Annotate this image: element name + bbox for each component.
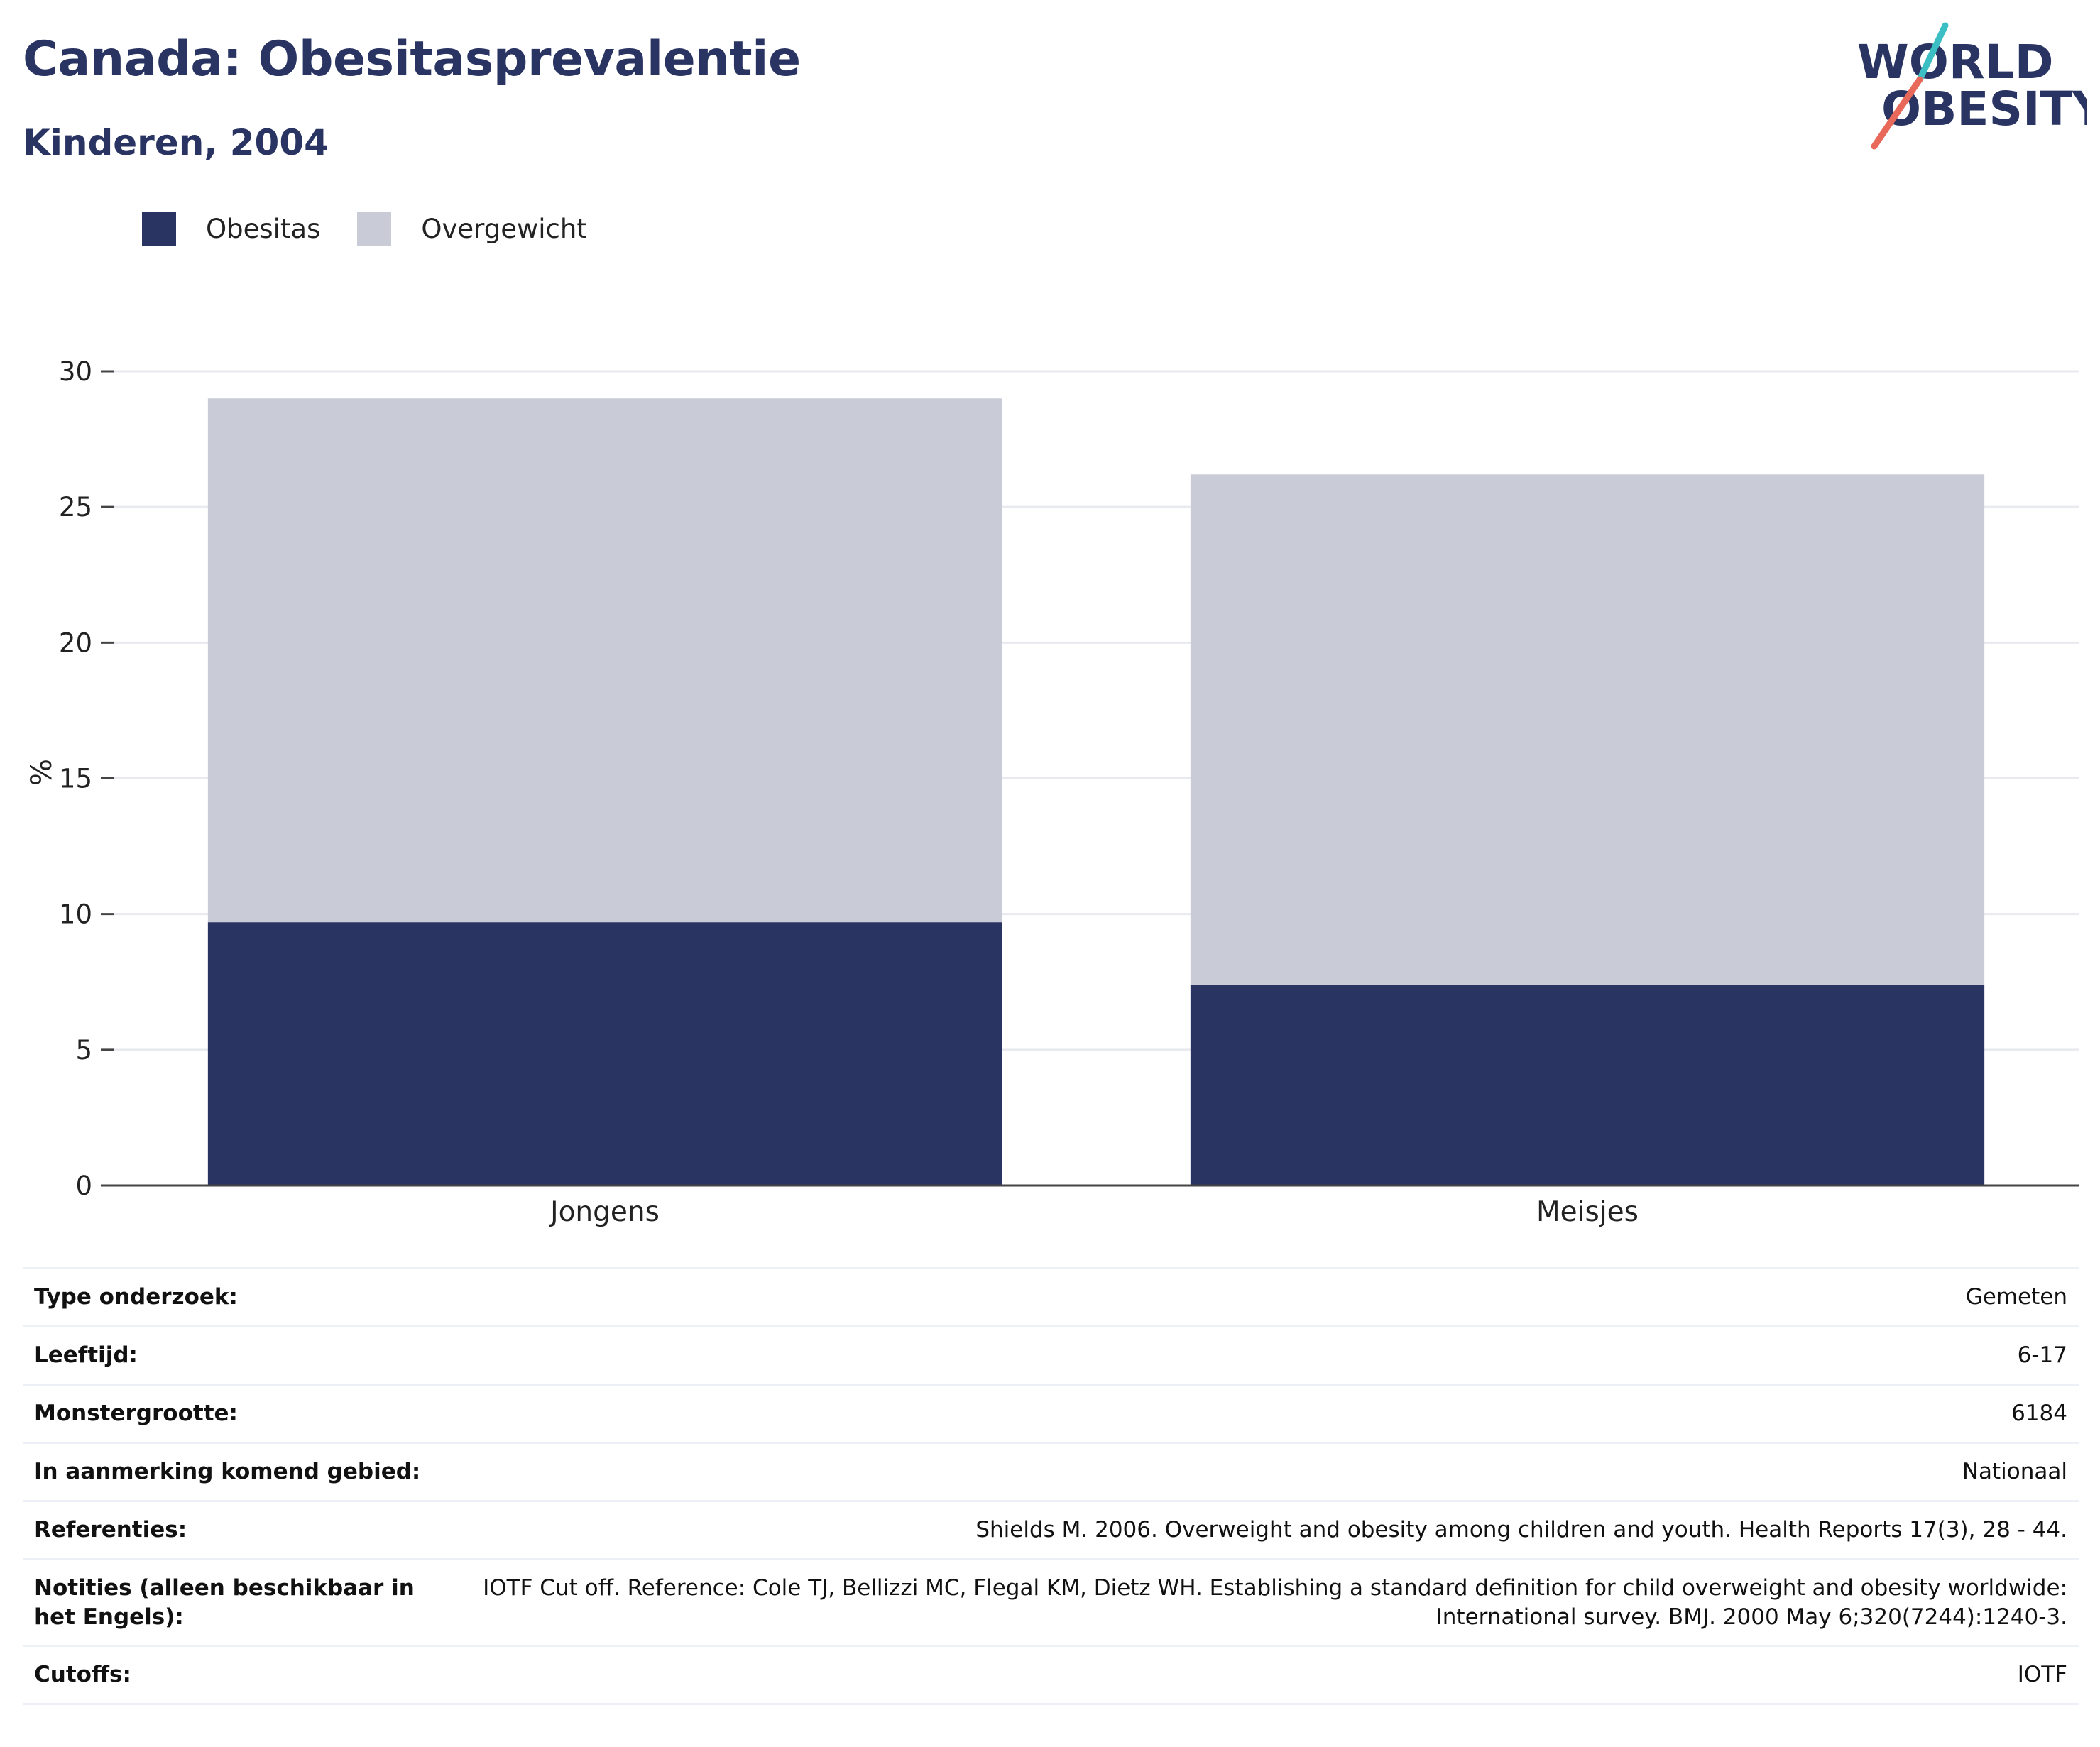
y-tick-label: 30 (59, 356, 92, 387)
y-tick-label: 25 (59, 492, 92, 522)
legend-item-obesitas[interactable]: Obesitas (142, 212, 320, 246)
study-info-table: Type onderzoek: Gemeten Leeftijd: 6-17 M… (23, 1267, 2079, 1705)
logo-slash-bottom (1871, 76, 1923, 150)
x-axis-labels: Jongens Meisjes (548, 1196, 1639, 1228)
legend-swatch-overgewicht (357, 212, 392, 246)
info-value: IOTF (2017, 1662, 2067, 1688)
chart-subtitle: Kinderen, 2004 (23, 122, 329, 163)
info-key: Referenties: (34, 1517, 187, 1543)
bar-overgewicht-jongens[interactable] (207, 398, 1002, 923)
legend-swatch-obesitas (142, 212, 176, 246)
info-value: IOTF Cut off. Reference: Cole TJ, Belliz… (483, 1575, 2067, 1630)
bars (207, 398, 1985, 1185)
chart-title: Canada: Obesitasprevalentie (23, 31, 801, 87)
legend-label-obesitas: Obesitas (206, 213, 321, 244)
info-key: Leeftijd: (34, 1342, 138, 1369)
y-axis-label: % (26, 759, 58, 786)
info-row-area: In aanmerking komend gebied: Nationaal (23, 1442, 2079, 1501)
info-value: 6-17 (2017, 1342, 2067, 1369)
bar-obesitas-meisjes[interactable] (1190, 985, 1985, 1185)
info-key: Type onderzoek: (34, 1284, 238, 1310)
info-row-notes: Notities (alleen beschikbaar in het Enge… (23, 1559, 2079, 1646)
bar-obesitas-jongens[interactable] (207, 922, 1002, 1185)
x-category-label: Jongens (548, 1196, 660, 1228)
info-value: Gemeten (1965, 1284, 2067, 1310)
y-tick-label: 0 (75, 1171, 92, 1201)
info-value: 6184 (2011, 1401, 2067, 1427)
info-row-age: Leeftijd: 6-17 (23, 1326, 2079, 1385)
y-tick-label: 5 (75, 1035, 92, 1066)
info-key: Notities (alleen beschikbaar in het Enge… (34, 1575, 415, 1630)
y-tick-label: 15 (59, 764, 92, 794)
y-axis-ticks: 0 5 10 15 20 25 30 (59, 356, 114, 1201)
chart-legend: Obesitas Overgewicht (142, 212, 624, 246)
legend-item-overgewicht[interactable]: Overgewicht (357, 212, 587, 246)
world-obesity-logo: WORLD OBESITY (1857, 22, 2087, 150)
info-key: Monstergrootte: (34, 1401, 238, 1427)
y-tick-label: 20 (59, 628, 92, 658)
info-row-references: Referenties: Shields M. 2006. Overweight… (23, 1501, 2079, 1560)
logo-line-1: WORLD (1857, 35, 2054, 89)
info-key: In aanmerking komend gebied: (34, 1459, 421, 1485)
info-row-cutoffs: Cutoffs: IOTF (23, 1645, 2079, 1704)
info-value: Shields M. 2006. Overweight and obesity … (975, 1517, 2067, 1543)
stacked-bar-chart: 0 5 10 15 20 25 30 Jongens Meisjes % (26, 356, 2079, 1228)
info-row-survey-type: Type onderzoek: Gemeten (23, 1268, 2079, 1327)
legend-label-overgewicht: Overgewicht (421, 213, 587, 244)
info-row-sample-size: Monstergrootte: 6184 (23, 1384, 2079, 1443)
bar-overgewicht-meisjes[interactable] (1190, 474, 1985, 985)
x-category-label: Meisjes (1536, 1196, 1639, 1228)
info-value: Nationaal (1962, 1459, 2067, 1485)
info-key: Cutoffs: (34, 1662, 131, 1688)
y-tick-label: 10 (59, 899, 92, 930)
logo-slash-top (1916, 22, 1949, 83)
